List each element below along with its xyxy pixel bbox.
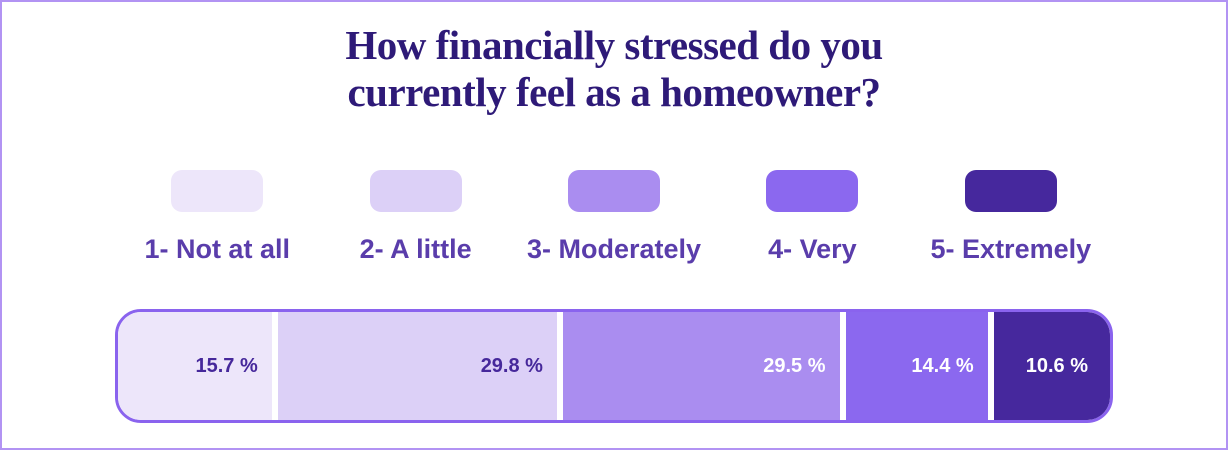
- legend-item-3: 3- Moderately: [515, 170, 713, 265]
- bar-segment-4: 14.4 %: [845, 312, 988, 420]
- bar-segment-value-5: 10.6 %: [1025, 354, 1088, 377]
- legend-swatch-5: [964, 170, 1057, 212]
- chart-title-line2: currently feel as a homeowner?: [347, 69, 881, 115]
- legend-item-4: 4- Very: [713, 170, 911, 265]
- legend: 1- Not at all 2- A little 3- Moderately 4- …: [118, 170, 1110, 265]
- legend-label-5: 5- Extremely: [930, 234, 1092, 264]
- bar-segment-2: 29.8 %: [277, 312, 557, 420]
- legend-swatch-3: [568, 170, 661, 212]
- legend-label-1: 1- Not at all: [144, 234, 290, 264]
- bar-segment-value-1: 15.7 %: [195, 354, 258, 377]
- legend-swatch-4: [766, 170, 859, 212]
- bar-segment-1: 15.7 %: [118, 312, 272, 420]
- legend-swatch-1: [171, 170, 264, 212]
- legend-label-4: 4- Very: [768, 234, 857, 264]
- bar-segment-5: 10.6 %: [993, 312, 1110, 420]
- stacked-bar: 15.7 % 29.8 % 29.5 % 14.4 % 10.6 %: [115, 309, 1113, 423]
- chart-title: How financially stressed do you currentl…: [2, 22, 1226, 116]
- legend-item-1: 1- Not at all: [118, 170, 316, 265]
- bar-segment-value-2: 29.8 %: [480, 354, 543, 377]
- legend-label-3: 3- Moderately: [526, 234, 702, 264]
- legend-item-2: 2- A little: [316, 170, 514, 265]
- bar-segment-3: 29.5 %: [562, 312, 840, 420]
- legend-item-5: 5- Extremely: [912, 170, 1110, 265]
- legend-label-2: 2- A little: [359, 234, 472, 264]
- bar-segment-value-3: 29.5 %: [763, 354, 826, 377]
- legend-swatch-2: [369, 170, 462, 212]
- chart-title-line1: How financially stressed do you: [345, 22, 883, 68]
- bar-segment-value-4: 14.4 %: [911, 354, 974, 377]
